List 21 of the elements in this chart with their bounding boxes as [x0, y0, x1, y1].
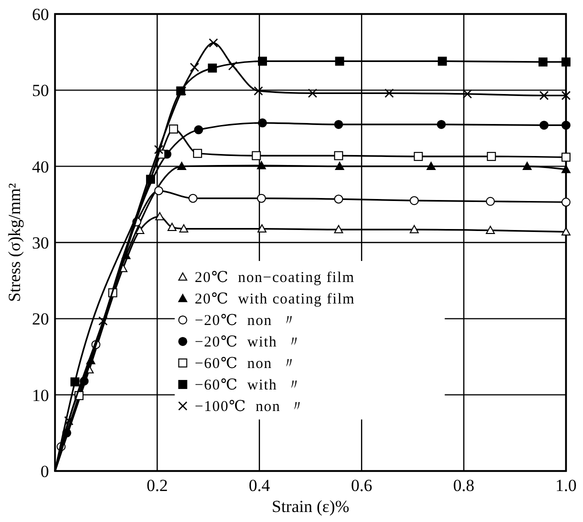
y-tick-label: 20	[32, 310, 49, 329]
legend-label: −20℃ with 〃	[194, 334, 302, 350]
y-tick-label: 10	[32, 386, 49, 405]
y-tick-label: 30	[32, 234, 49, 252]
y-axis-title: Stress (σ)kg/mm²	[5, 183, 24, 302]
x-tick-label: 0.6	[350, 476, 372, 495]
legend-label: −60℃ with 〃	[194, 377, 302, 394]
x-axis-title: Strain (ε)%	[272, 497, 350, 516]
x-tick-label: 0.4	[248, 476, 271, 495]
legend-label: −60℃ non 〃	[194, 356, 298, 372]
x-tick-label: 1.0	[555, 476, 577, 495]
legend-label: −20℃ non 〃	[194, 312, 298, 329]
legend-label: 20℃ with coating film	[194, 291, 355, 308]
x-tick-label: 0.2	[146, 476, 168, 495]
legend-label: 20℃ non−coating film	[194, 270, 355, 286]
y-tick-label: 60	[32, 5, 49, 24]
x-tick-label: 0.8	[453, 476, 474, 495]
y-tick-label: 0	[40, 462, 49, 481]
y-tick-label: 50	[32, 81, 49, 100]
legend-label: −100℃ non 〃	[194, 398, 306, 415]
y-tick-label: 40	[32, 157, 49, 176]
